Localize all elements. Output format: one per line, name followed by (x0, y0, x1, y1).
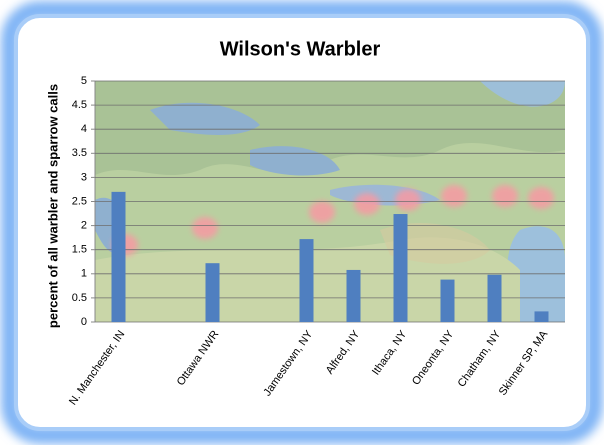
bar (205, 263, 220, 322)
y-tick-label: 2 (81, 220, 87, 232)
bar (111, 191, 126, 322)
bar (299, 239, 314, 322)
y-tick-label: 5 (81, 75, 87, 87)
bar (393, 214, 408, 322)
chart-title: Wilson's Warbler (220, 38, 381, 60)
y-tick-label: 0 (81, 316, 87, 328)
y-tick-label: 3.5 (72, 147, 87, 159)
bar (487, 274, 502, 322)
y-tick-label: 4 (81, 123, 87, 135)
bar (440, 279, 455, 322)
y-tick-label: 1 (81, 268, 87, 280)
y-tick-label: 3 (81, 171, 87, 183)
bar (534, 311, 549, 322)
y-tick-label: 4.5 (72, 99, 87, 111)
y-tick-label: 1.5 (72, 244, 87, 256)
y-tick-label: 2.5 (72, 195, 87, 207)
bar (346, 269, 361, 322)
y-tick-label: 0.5 (72, 292, 87, 304)
y-axis-label: percent of all warbler and sparrow calls (45, 84, 60, 328)
